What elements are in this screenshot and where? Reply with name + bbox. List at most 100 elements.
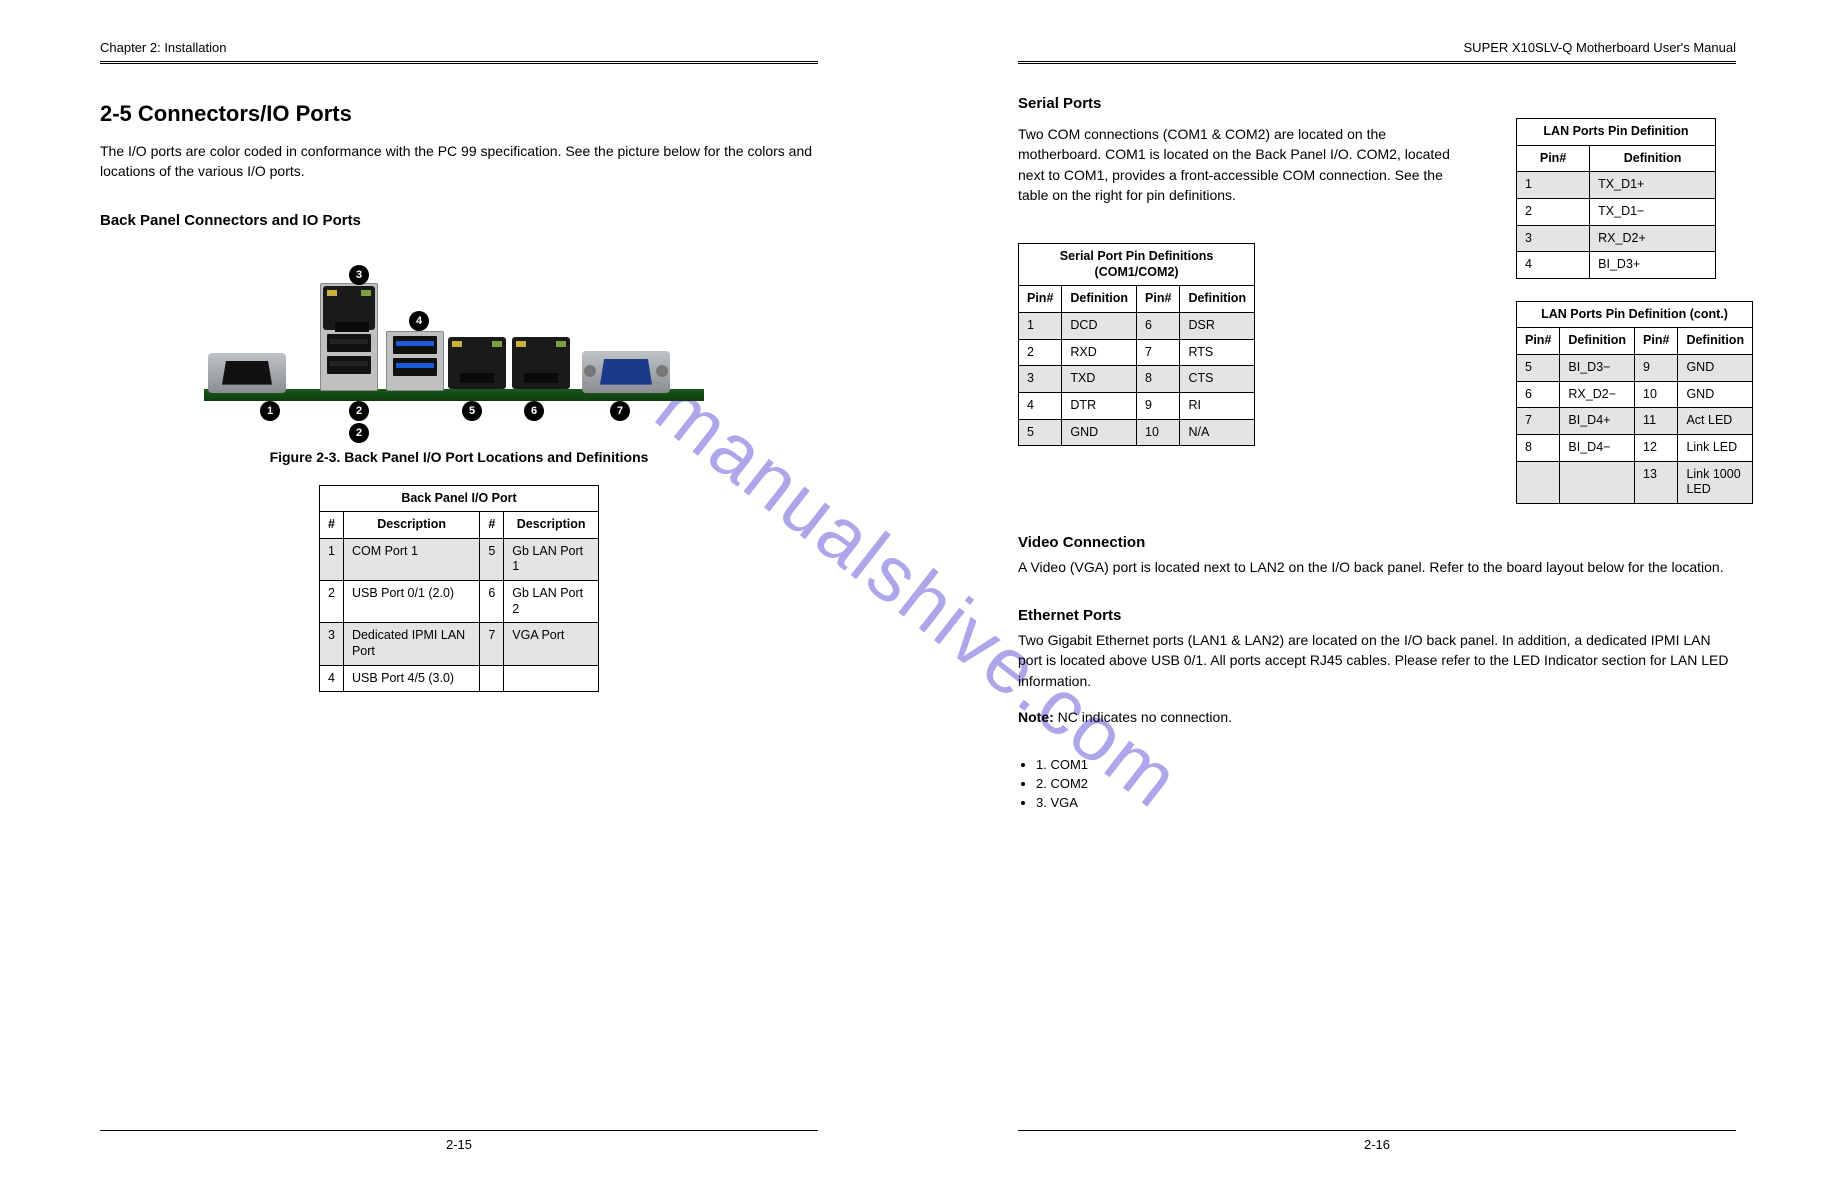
table-cell: Gb LAN Port 2: [504, 581, 599, 623]
table-row: 1TX_D1+: [1517, 172, 1716, 199]
col-header: Pin#: [1517, 328, 1560, 355]
col-header: Definition: [1560, 328, 1635, 355]
vga-body: A Video (VGA) port is located next to LA…: [1018, 557, 1736, 577]
table-row: 5BI_D3−9GND: [1517, 355, 1753, 382]
chapter-label: Chapter 2: Installation: [100, 40, 226, 55]
table-cell: 2: [1019, 339, 1062, 366]
com-pinout-table: Serial Port Pin Definitions (COM1/COM2) …: [1018, 243, 1255, 446]
list-item: 2. COM2: [1036, 776, 1736, 791]
table-cell: 5: [480, 538, 504, 580]
list-item: 3. VGA: [1036, 795, 1736, 810]
col-header: Pin#: [1019, 286, 1062, 313]
table-cell: 3: [1517, 225, 1590, 252]
table-cell: BI_D3−: [1560, 355, 1635, 382]
table-cell: 6: [1517, 381, 1560, 408]
table-cell: Link 1000 LED: [1678, 461, 1753, 503]
table-cell: Dedicated IPMI LAN Port: [343, 623, 479, 665]
table-cell: 10: [1137, 419, 1180, 446]
running-head-left: Chapter 2: Installation: [100, 40, 818, 55]
list-item: 1. COM1: [1036, 757, 1736, 772]
page-number: 2-16: [1364, 1137, 1390, 1152]
callout-bullet-2: 2: [349, 401, 369, 421]
table-cell: 3: [1019, 366, 1062, 393]
col-header: Description: [504, 512, 599, 539]
table-row: 7BI_D4+11Act LED: [1517, 408, 1753, 435]
serial-body: Two COM connections (COM1 & COM2) are lo…: [1018, 124, 1466, 205]
lan1-graphic: [448, 337, 506, 389]
table-cell: BI_D4+: [1560, 408, 1635, 435]
table-cell: 5: [1517, 355, 1560, 382]
table-cell: TXD: [1062, 366, 1137, 393]
table-row: 3TXD8CTS: [1019, 366, 1255, 393]
table-cell: 1: [1019, 313, 1062, 340]
com1-port-graphic: [208, 353, 286, 393]
lan-heading: Ethernet Ports: [1018, 607, 1736, 624]
table-cell: 8: [1517, 434, 1560, 461]
usb3-stack: [386, 331, 444, 391]
table-row: 6RX_D2−10GND: [1517, 381, 1753, 408]
lan-pinout-table-2: LAN Ports Pin Definition (cont.) Pin#Def…: [1516, 301, 1753, 504]
table-row: 8BI_D4−12Link LED: [1517, 434, 1753, 461]
table-cell: GND: [1678, 355, 1753, 382]
table-cell: RXD: [1062, 339, 1137, 366]
table-cell: USB Port 4/5 (3.0): [343, 665, 479, 692]
table-cell: BI_D4−: [1560, 434, 1635, 461]
table-row: 1DCD6DSR: [1019, 313, 1255, 340]
table-cell: Gb LAN Port 1: [504, 538, 599, 580]
header-rule: [100, 61, 818, 65]
callout-bullet-3: 3: [349, 265, 369, 285]
table-cell: RX_D2−: [1560, 381, 1635, 408]
lan-table1-title: LAN Ports Pin Definition: [1517, 119, 1716, 146]
table-row: 4USB Port 4/5 (3.0): [320, 665, 599, 692]
table-row: 13Link 1000 LED: [1517, 461, 1753, 503]
table-cell: 9: [1635, 355, 1678, 382]
table-cell: 3: [320, 623, 344, 665]
note-box: Note: NC indicates no connection.: [1018, 707, 1736, 727]
col-header: Pin#: [1635, 328, 1678, 355]
table-row: 2RXD7RTS: [1019, 339, 1255, 366]
figure-caption: Figure 2-3. Back Panel I/O Port Location…: [100, 449, 818, 465]
running-head-right: SUPER X10SLV-Q Motherboard User's Manual: [1018, 40, 1736, 55]
table-row: 3RX_D2+: [1517, 225, 1716, 252]
table-cell: 4: [1517, 252, 1590, 279]
table-cell: 12: [1635, 434, 1678, 461]
table-cell: 11: [1635, 408, 1678, 435]
table-cell: [1517, 461, 1560, 503]
col-header: Pin#: [1517, 145, 1590, 172]
table-cell: 7: [480, 623, 504, 665]
table-cell: DTR: [1062, 392, 1137, 419]
table-cell: N/A: [1180, 419, 1255, 446]
table-cell: 9: [1137, 392, 1180, 419]
callout-list: 1. COM1 2. COM2 3. VGA: [1036, 757, 1736, 810]
table-cell: RI: [1180, 392, 1255, 419]
table-cell: BI_D3+: [1590, 252, 1716, 279]
col-header: #: [480, 512, 504, 539]
table-cell: 2: [1517, 198, 1590, 225]
note-text: NC indicates no connection.: [1058, 709, 1232, 725]
table-cell: [504, 665, 599, 692]
table-cell: DSR: [1180, 313, 1255, 340]
callout-bullet-7: 7: [610, 401, 630, 421]
table-cell: DCD: [1062, 313, 1137, 340]
table-cell: 7: [1517, 408, 1560, 435]
table-cell: 6: [1137, 313, 1180, 340]
callout-bullet-1: 1: [260, 401, 280, 421]
col-header: Definition: [1062, 286, 1137, 313]
table-cell: 7: [1137, 339, 1180, 366]
table-cell: 13: [1635, 461, 1678, 503]
table-cell: COM Port 1: [343, 538, 479, 580]
table-cell: GND: [1062, 419, 1137, 446]
table-cell: 4: [1019, 392, 1062, 419]
table-row: 1COM Port 15Gb LAN Port 1: [320, 538, 599, 580]
table-row: 4BI_D3+: [1517, 252, 1716, 279]
io-table-title: Back Panel I/O Port: [320, 485, 599, 512]
table-cell: [1560, 461, 1635, 503]
callout-bullet-2: 2: [349, 423, 369, 443]
vga-heading: Video Connection: [1018, 534, 1736, 551]
callout-bullet-5: 5: [462, 401, 482, 421]
lan2-graphic: [512, 337, 570, 389]
table-cell: 5: [1019, 419, 1062, 446]
table-cell: [480, 665, 504, 692]
lan-table2-title: LAN Ports Pin Definition (cont.): [1517, 301, 1753, 328]
io-port-table: Back Panel I/O Port #Description#Descrip…: [319, 485, 599, 693]
